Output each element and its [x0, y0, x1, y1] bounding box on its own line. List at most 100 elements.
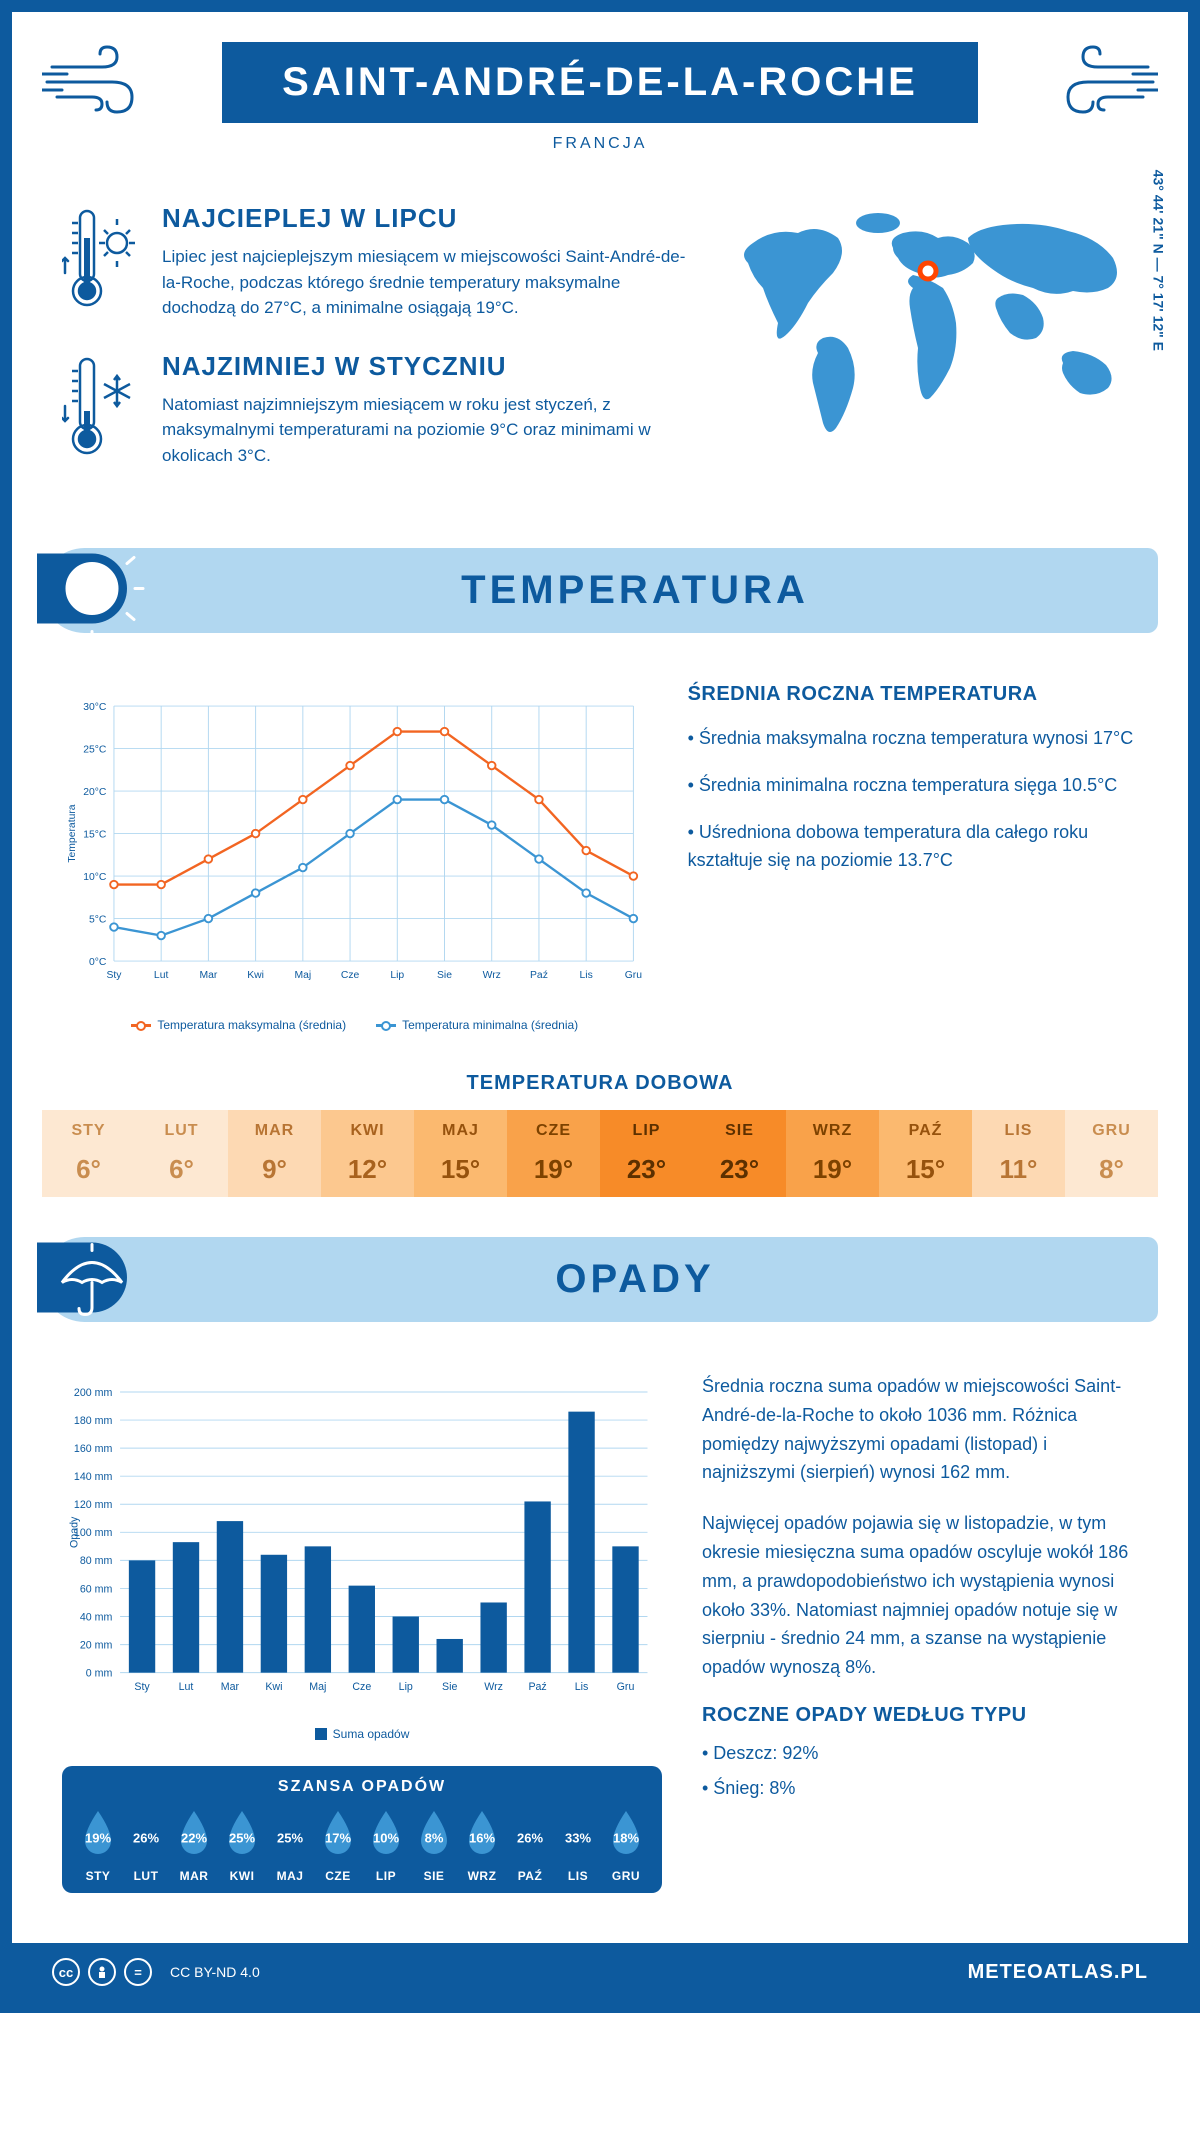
daily-temp-cell: SIE 23°	[693, 1110, 786, 1197]
rain-chance-box: SZANSA OPADÓW 19% STY 26% LUT	[62, 1766, 662, 1893]
header: SAINT-ANDRÉ-DE-LA-ROCHE FRANCJA	[12, 12, 1188, 163]
rain-chance-drop: 8% SIE	[413, 1808, 455, 1883]
rain-chance-drop: 10% LIP	[365, 1808, 407, 1883]
svg-text:0°C: 0°C	[89, 957, 107, 968]
svg-text:20 mm: 20 mm	[80, 1639, 113, 1651]
daily-temperature-grid: STY 6° LUT 6° MAR 9° KWI 12° MAJ 15° CZE…	[42, 1110, 1158, 1197]
fact-cold-title: NAJZIMNIEJ W STYCZNIU	[162, 351, 688, 382]
temperature-legend: Temperatura maksymalna (średnia) Tempera…	[62, 1018, 648, 1032]
temp-bullet-3: • Uśredniona dobowa temperatura dla całe…	[688, 818, 1138, 876]
svg-text:120 mm: 120 mm	[74, 1499, 113, 1511]
precipitation-type-rain: • Deszcz: 92%	[702, 1739, 1138, 1768]
cc-icon: cc	[52, 1958, 80, 1986]
facts-column: NAJCIEPLEJ W LIPCU Lipiec jest najcieple…	[62, 203, 688, 498]
svg-text:Sty: Sty	[134, 1681, 150, 1693]
license-icons: cc = CC BY-ND 4.0	[52, 1958, 260, 1986]
svg-text:Opady: Opady	[68, 1516, 80, 1548]
rain-chance-drop: 19% STY	[77, 1808, 119, 1883]
svg-text:Mar: Mar	[221, 1681, 240, 1693]
temperature-info: ŚREDNIA ROCZNA TEMPERATURA • Średnia mak…	[688, 683, 1138, 1032]
svg-text:Lip: Lip	[390, 970, 404, 981]
rain-chance-drop: 25% MAJ	[269, 1808, 311, 1883]
svg-text:Lip: Lip	[399, 1681, 413, 1693]
svg-text:Maj: Maj	[294, 970, 311, 981]
svg-text:15°C: 15°C	[83, 829, 107, 840]
page-container: SAINT-ANDRÉ-DE-LA-ROCHE FRANCJA	[0, 0, 1200, 2013]
svg-text:Temperatura: Temperatura	[67, 804, 78, 862]
svg-text:Sie: Sie	[437, 970, 452, 981]
daily-temp-cell: PAŹ 15°	[879, 1110, 972, 1197]
temperature-chart: 0°C5°C10°C15°C20°C25°C30°CStyLutMarKwiMa…	[62, 683, 648, 1032]
city-title: SAINT-ANDRÉ-DE-LA-ROCHE	[222, 42, 978, 123]
daily-temp-cell: LUT 6°	[135, 1110, 228, 1197]
svg-text:Maj: Maj	[309, 1681, 326, 1693]
section-header-temperature: TEMPERATURA	[42, 548, 1158, 633]
opady-para-1: Średnia roczna suma opadów w miejscowośc…	[702, 1372, 1138, 1487]
legend-max-label: Temperatura maksymalna (średnia)	[157, 1018, 346, 1032]
precipitation-right: Średnia roczna suma opadów w miejscowośc…	[702, 1372, 1138, 1893]
daily-temperature-title: TEMPERATURA DOBOWA	[12, 1072, 1188, 1095]
wind-icon-left	[42, 42, 152, 127]
nd-icon: =	[124, 1958, 152, 1986]
thermometer-hot-icon	[62, 203, 142, 321]
rain-chance-drop: 25% KWI	[221, 1808, 263, 1883]
svg-text:Lut: Lut	[154, 970, 169, 981]
legend-opady-label: Suma opadów	[333, 1727, 410, 1741]
svg-text:Wrz: Wrz	[483, 970, 501, 981]
rain-chance-title: SZANSA OPADÓW	[77, 1778, 647, 1796]
svg-text:Sie: Sie	[442, 1681, 457, 1693]
section-header-precipitation: OPADY	[42, 1237, 1158, 1322]
fact-hot-title: NAJCIEPLEJ W LIPCU	[162, 203, 688, 234]
precipitation-row: 0 mm20 mm40 mm60 mm80 mm100 mm120 mm140 …	[12, 1342, 1188, 1913]
precipitation-left: 0 mm20 mm40 mm60 mm80 mm100 mm120 mm140 …	[62, 1372, 662, 1893]
precipitation-chart: 0 mm20 mm40 mm60 mm80 mm100 mm120 mm140 …	[62, 1372, 662, 1712]
rain-chance-drop: 16% WRZ	[461, 1808, 503, 1883]
svg-text:140 mm: 140 mm	[74, 1471, 113, 1483]
rain-chance-drop: 26% PAŹ	[509, 1808, 551, 1883]
svg-text:180 mm: 180 mm	[74, 1415, 113, 1427]
svg-text:25°C: 25°C	[83, 744, 107, 755]
daily-temp-cell: CZE 19°	[507, 1110, 600, 1197]
daily-temp-cell: WRZ 19°	[786, 1110, 879, 1197]
daily-temp-cell: MAJ 15°	[414, 1110, 507, 1197]
svg-text:30°C: 30°C	[83, 702, 107, 713]
rain-chance-drop: 22% MAR	[173, 1808, 215, 1883]
rain-chance-drop: 26% LUT	[125, 1808, 167, 1883]
map-marker	[920, 263, 936, 279]
temp-bullet-2: • Średnia minimalna roczna temperatura s…	[688, 771, 1138, 800]
thermometer-cold-icon	[62, 351, 142, 469]
svg-text:Gru: Gru	[617, 1681, 635, 1693]
svg-text:10°C: 10°C	[83, 872, 107, 883]
brand-name: METEOATLAS.PL	[968, 1961, 1148, 1984]
svg-text:20°C: 20°C	[83, 787, 107, 798]
umbrella-icon	[37, 1222, 147, 1337]
rain-chance-drop: 17% CZE	[317, 1808, 359, 1883]
rain-chance-drop: 33% LIS	[557, 1808, 599, 1883]
svg-text:Cze: Cze	[341, 970, 360, 981]
fact-hot: NAJCIEPLEJ W LIPCU Lipiec jest najcieple…	[62, 203, 688, 321]
precipitation-type-title: ROCZNE OPADY WEDŁUG TYPU	[702, 1704, 1138, 1727]
section-title-temperature: TEMPERATURA	[142, 568, 1128, 613]
precipitation-type-snow: • Śnieg: 8%	[702, 1774, 1138, 1803]
svg-text:Gru: Gru	[625, 970, 643, 981]
svg-text:Lis: Lis	[575, 1681, 589, 1693]
country-subtitle: FRANCJA	[12, 135, 1188, 153]
svg-text:160 mm: 160 mm	[74, 1443, 113, 1455]
svg-text:Kwi: Kwi	[247, 970, 264, 981]
svg-text:60 mm: 60 mm	[80, 1583, 113, 1595]
overview-section: NAJCIEPLEJ W LIPCU Lipiec jest najcieple…	[12, 163, 1188, 528]
temperature-row: 0°C5°C10°C15°C20°C25°C30°CStyLutMarKwiMa…	[12, 653, 1188, 1062]
daily-temp-cell: MAR 9°	[228, 1110, 321, 1197]
precipitation-legend: Suma opadów	[62, 1727, 662, 1741]
daily-temp-cell: GRU 8°	[1065, 1110, 1158, 1197]
opady-para-2: Najwięcej opadów pojawia się w listopadz…	[702, 1509, 1138, 1682]
svg-text:Paź: Paź	[528, 1681, 546, 1693]
daily-temp-cell: KWI 12°	[321, 1110, 414, 1197]
svg-text:40 mm: 40 mm	[80, 1611, 113, 1623]
svg-text:80 mm: 80 mm	[80, 1555, 113, 1567]
legend-min-label: Temperatura minimalna (średnia)	[402, 1018, 578, 1032]
coordinates: 43° 44' 21" N — 7° 17' 12" E	[1150, 169, 1166, 350]
svg-text:200 mm: 200 mm	[74, 1387, 113, 1399]
svg-text:Mar: Mar	[199, 970, 217, 981]
rain-chance-drop: 18% GRU	[605, 1808, 647, 1883]
